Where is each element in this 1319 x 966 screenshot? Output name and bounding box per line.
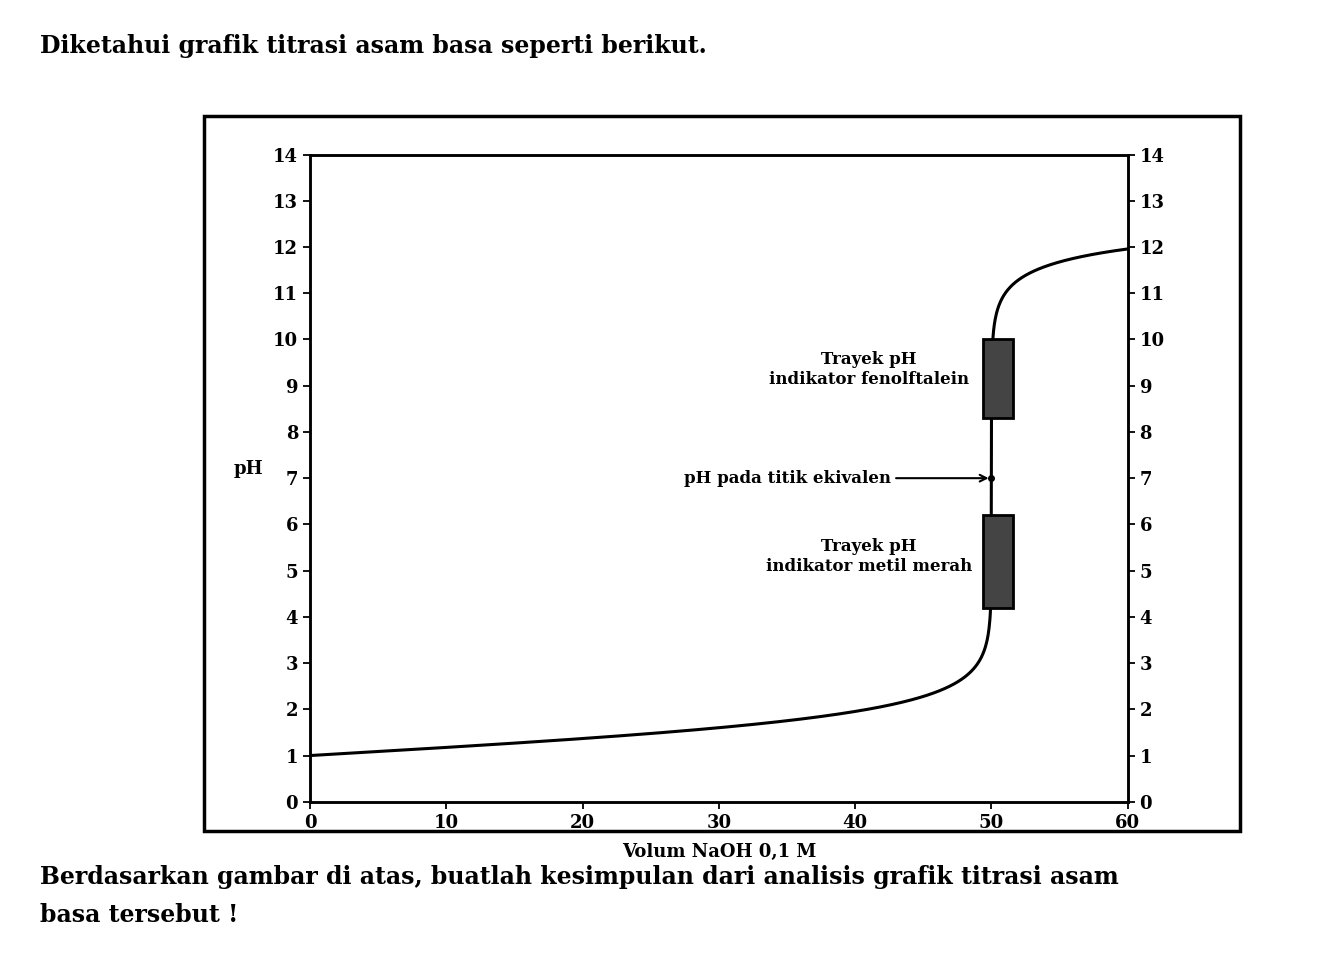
X-axis label: Volum NaOH 0,1 M: Volum NaOH 0,1 M [621, 842, 816, 861]
Text: Diketahui grafik titrasi asam basa seperti berikut.: Diketahui grafik titrasi asam basa seper… [40, 34, 706, 58]
Y-axis label: pH: pH [233, 460, 262, 478]
Text: basa tersebut !: basa tersebut ! [40, 903, 237, 927]
Text: pH pada titik ekivalen: pH pada titik ekivalen [683, 469, 987, 487]
Text: Berdasarkan gambar di atas, buatlah kesimpulan dari analisis grafik titrasi asam: Berdasarkan gambar di atas, buatlah kesi… [40, 865, 1119, 889]
Text: Trayek pH
indikator fenolftalein: Trayek pH indikator fenolftalein [769, 352, 969, 387]
Text: Trayek pH
indikator metil merah: Trayek pH indikator metil merah [765, 538, 972, 575]
Bar [983, 339, 1013, 418]
Bar [983, 515, 1013, 608]
